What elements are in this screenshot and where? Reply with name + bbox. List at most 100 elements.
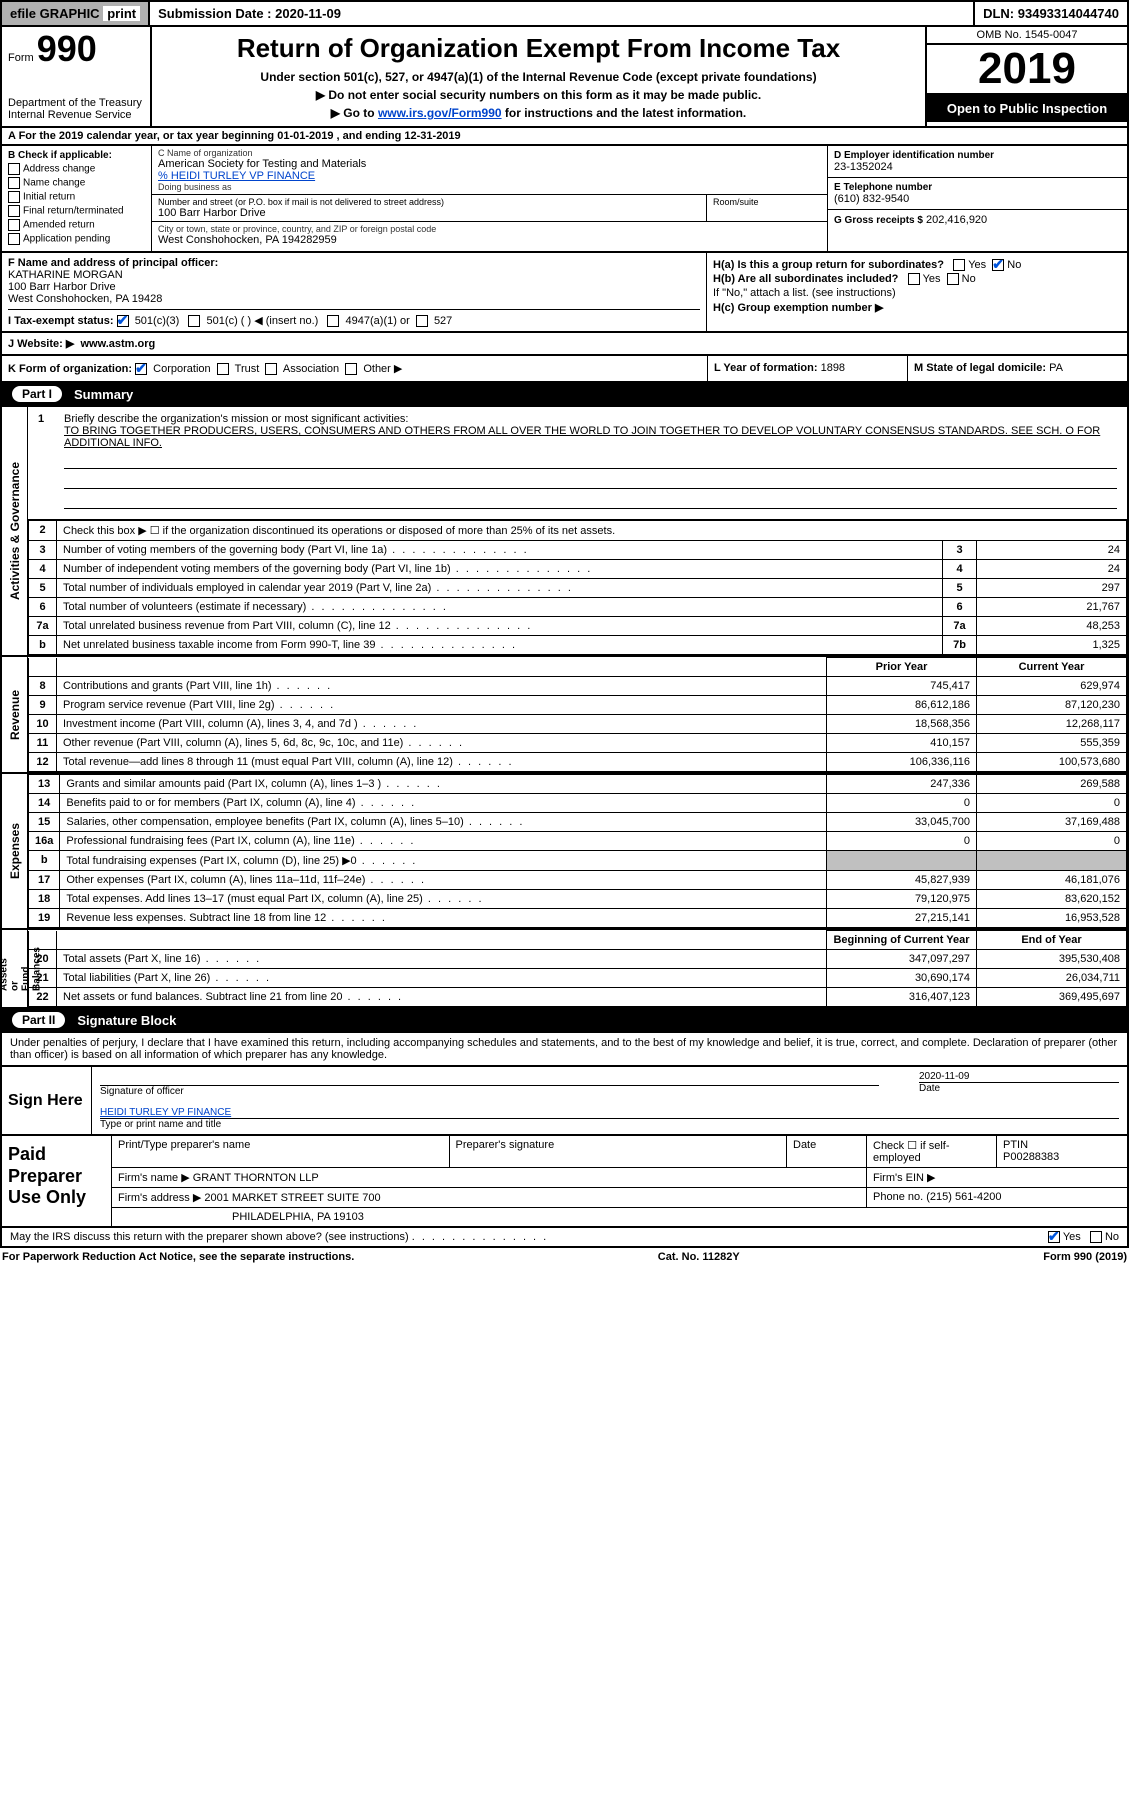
hb-no[interactable] bbox=[947, 273, 959, 285]
signature-declaration: Under penalties of perjury, I declare th… bbox=[0, 1033, 1129, 1067]
hb-no-label: No bbox=[962, 273, 976, 285]
period-row: A For the 2019 calendar year, or tax yea… bbox=[0, 128, 1129, 146]
ha-label: H(a) Is this a group return for subordin… bbox=[713, 259, 944, 271]
chk-4947[interactable] bbox=[327, 315, 339, 327]
opt-assoc: Association bbox=[283, 363, 339, 375]
ha-yes-label: Yes bbox=[968, 259, 986, 271]
chk-final-return[interactable]: Final return/terminated bbox=[8, 205, 145, 217]
officer-name-label: Type or print name and title bbox=[100, 1118, 1119, 1130]
opt-corp: Corporation bbox=[153, 363, 210, 375]
submission-date: 2020-11-09 bbox=[275, 6, 341, 21]
netassets-block: Net Assets or Fund Balances Beginning of… bbox=[0, 930, 1129, 1009]
form-note-2: ▶ Go to www.irs.gov/Form990 for instruct… bbox=[162, 106, 915, 120]
chk-527[interactable] bbox=[416, 315, 428, 327]
opt-other: Other ▶ bbox=[363, 363, 402, 375]
part-2-label: Part II bbox=[12, 1012, 65, 1028]
irs-discuss-yes[interactable] bbox=[1048, 1231, 1060, 1243]
officer-printed-name[interactable]: HEIDI TURLEY VP FINANCE bbox=[100, 1107, 231, 1118]
m-label: M State of legal domicile: bbox=[914, 362, 1046, 374]
chk-name-change[interactable]: Name change bbox=[8, 177, 145, 189]
part-2-title: Signature Block bbox=[77, 1013, 176, 1028]
form990-link[interactable]: www.irs.gov/Form990 bbox=[378, 106, 502, 120]
table-row: 19Revenue less expenses. Subtract line 1… bbox=[29, 909, 1127, 928]
chk-other[interactable] bbox=[345, 363, 357, 375]
footer-center: Cat. No. 11282Y bbox=[658, 1251, 740, 1263]
firm-name-label: Firm's name ▶ bbox=[118, 1172, 190, 1184]
irs-discuss-no[interactable] bbox=[1090, 1231, 1102, 1243]
city-label: City or town, state or province, country… bbox=[158, 224, 821, 234]
chk-initial-return[interactable]: Initial return bbox=[8, 191, 145, 203]
firm-name: GRANT THORNTON LLP bbox=[193, 1172, 319, 1184]
section-deg: D Employer identification number 23-1352… bbox=[827, 146, 1127, 251]
klm-row: K Form of organization: Corporation Trus… bbox=[0, 356, 1129, 383]
goto-suffix: for instructions and the latest informat… bbox=[502, 106, 747, 120]
chk-label: Application pending bbox=[23, 234, 110, 245]
chk-trust[interactable] bbox=[217, 363, 229, 375]
dln-cell: DLN: 93493314044740 bbox=[975, 2, 1127, 25]
tax-exempt-label: I Tax-exempt status: bbox=[8, 315, 114, 327]
side-netassets: Net Assets or Fund Balances bbox=[2, 930, 28, 1007]
col-end-year: End of Year bbox=[977, 931, 1127, 950]
chk-association[interactable] bbox=[265, 363, 277, 375]
chk-501c[interactable] bbox=[188, 315, 200, 327]
chk-amended-return[interactable]: Amended return bbox=[8, 219, 145, 231]
officer-name: KATHARINE MORGAN bbox=[8, 269, 700, 281]
table-row: 22Net assets or fund balances. Subtract … bbox=[29, 988, 1127, 1007]
phone-label: E Telephone number bbox=[834, 182, 1121, 193]
col-current-year: Current Year bbox=[977, 658, 1127, 677]
section-k: K Form of organization: Corporation Trus… bbox=[2, 356, 707, 381]
period-label: A For the 2019 calendar year, or tax yea… bbox=[8, 130, 277, 142]
chk-label: Address change bbox=[23, 164, 95, 175]
opt-trust: Trust bbox=[235, 363, 260, 375]
care-of[interactable]: % HEIDI TURLEY VP FINANCE bbox=[158, 170, 315, 182]
table-row: 18Total expenses. Add lines 13–17 (must … bbox=[29, 890, 1127, 909]
period-begin: 01-01-2019 bbox=[277, 130, 333, 142]
form-header-left: Form 990 Department of the Treasury Inte… bbox=[2, 27, 152, 126]
table-row: bTotal fundraising expenses (Part IX, co… bbox=[29, 851, 1127, 871]
officer-street: 100 Barr Harbor Drive bbox=[8, 281, 700, 293]
gross-label: G Gross receipts $ bbox=[834, 215, 923, 226]
phone-value: (610) 832-9540 bbox=[834, 193, 1121, 205]
table-row: 21Total liabilities (Part X, line 26)30,… bbox=[29, 969, 1127, 988]
table-row: 10Investment income (Part VIII, column (… bbox=[29, 715, 1127, 734]
preparer-name-label: Print/Type preparer's name bbox=[112, 1136, 450, 1167]
footer-row: For Paperwork Reduction Act Notice, see … bbox=[0, 1248, 1129, 1266]
identity-block: B Check if applicable: Address change Na… bbox=[0, 146, 1129, 253]
top-bar: efile GRAPHIC print Submission Date : 20… bbox=[0, 0, 1129, 27]
mission-text: TO BRING TOGETHER PRODUCERS, USERS, CONS… bbox=[64, 425, 1100, 449]
hb-yes[interactable] bbox=[908, 273, 920, 285]
chk-corporation[interactable] bbox=[135, 363, 147, 375]
irs-no-label: No bbox=[1105, 1231, 1119, 1243]
chk-501c3[interactable] bbox=[117, 315, 129, 327]
side-expenses-text: Expenses bbox=[8, 823, 22, 879]
opt-4947: 4947(a)(1) or bbox=[346, 315, 410, 327]
side-activities: Activities & Governance bbox=[2, 407, 28, 655]
netassets-table: Beginning of Current Year End of Year 20… bbox=[28, 930, 1127, 1007]
dln-value: 93493314044740 bbox=[1018, 6, 1119, 21]
table-row: 13Grants and similar amounts paid (Part … bbox=[29, 775, 1127, 794]
chk-address-change[interactable]: Address change bbox=[8, 163, 145, 175]
part-1-label: Part I bbox=[12, 386, 62, 402]
ptin-label: PTIN bbox=[1003, 1139, 1121, 1151]
k-label: K Form of organization: bbox=[8, 363, 132, 375]
part-1-header: Part I Summary bbox=[0, 383, 1129, 407]
form-number: 990 bbox=[37, 28, 97, 69]
part-2-header: Part II Signature Block bbox=[0, 1009, 1129, 1033]
col-prior-year: Prior Year bbox=[827, 658, 977, 677]
ha-yes[interactable] bbox=[953, 259, 965, 271]
chk-application-pending[interactable]: Application pending bbox=[8, 233, 145, 245]
chk-label: Amended return bbox=[23, 220, 95, 231]
fh-block: F Name and address of principal officer:… bbox=[0, 253, 1129, 333]
ha-no[interactable] bbox=[992, 259, 1004, 271]
sign-here-block: Sign Here Signature of officer 2020-11-0… bbox=[0, 1067, 1129, 1136]
dln-label: DLN: bbox=[983, 6, 1014, 21]
table-row: 11Other revenue (Part VIII, column (A), … bbox=[29, 734, 1127, 753]
ein-label: D Employer identification number bbox=[834, 150, 1121, 161]
section-b: B Check if applicable: Address change Na… bbox=[2, 146, 152, 251]
irs-discuss-row: May the IRS discuss this return with the… bbox=[0, 1228, 1129, 1248]
street-label: Number and street (or P.O. box if mail i… bbox=[158, 197, 700, 207]
m-value: PA bbox=[1049, 362, 1063, 374]
form-header: Form 990 Department of the Treasury Inte… bbox=[0, 27, 1129, 128]
gross-value: 202,416,920 bbox=[926, 214, 987, 226]
dba-label: Doing business as bbox=[158, 182, 821, 192]
